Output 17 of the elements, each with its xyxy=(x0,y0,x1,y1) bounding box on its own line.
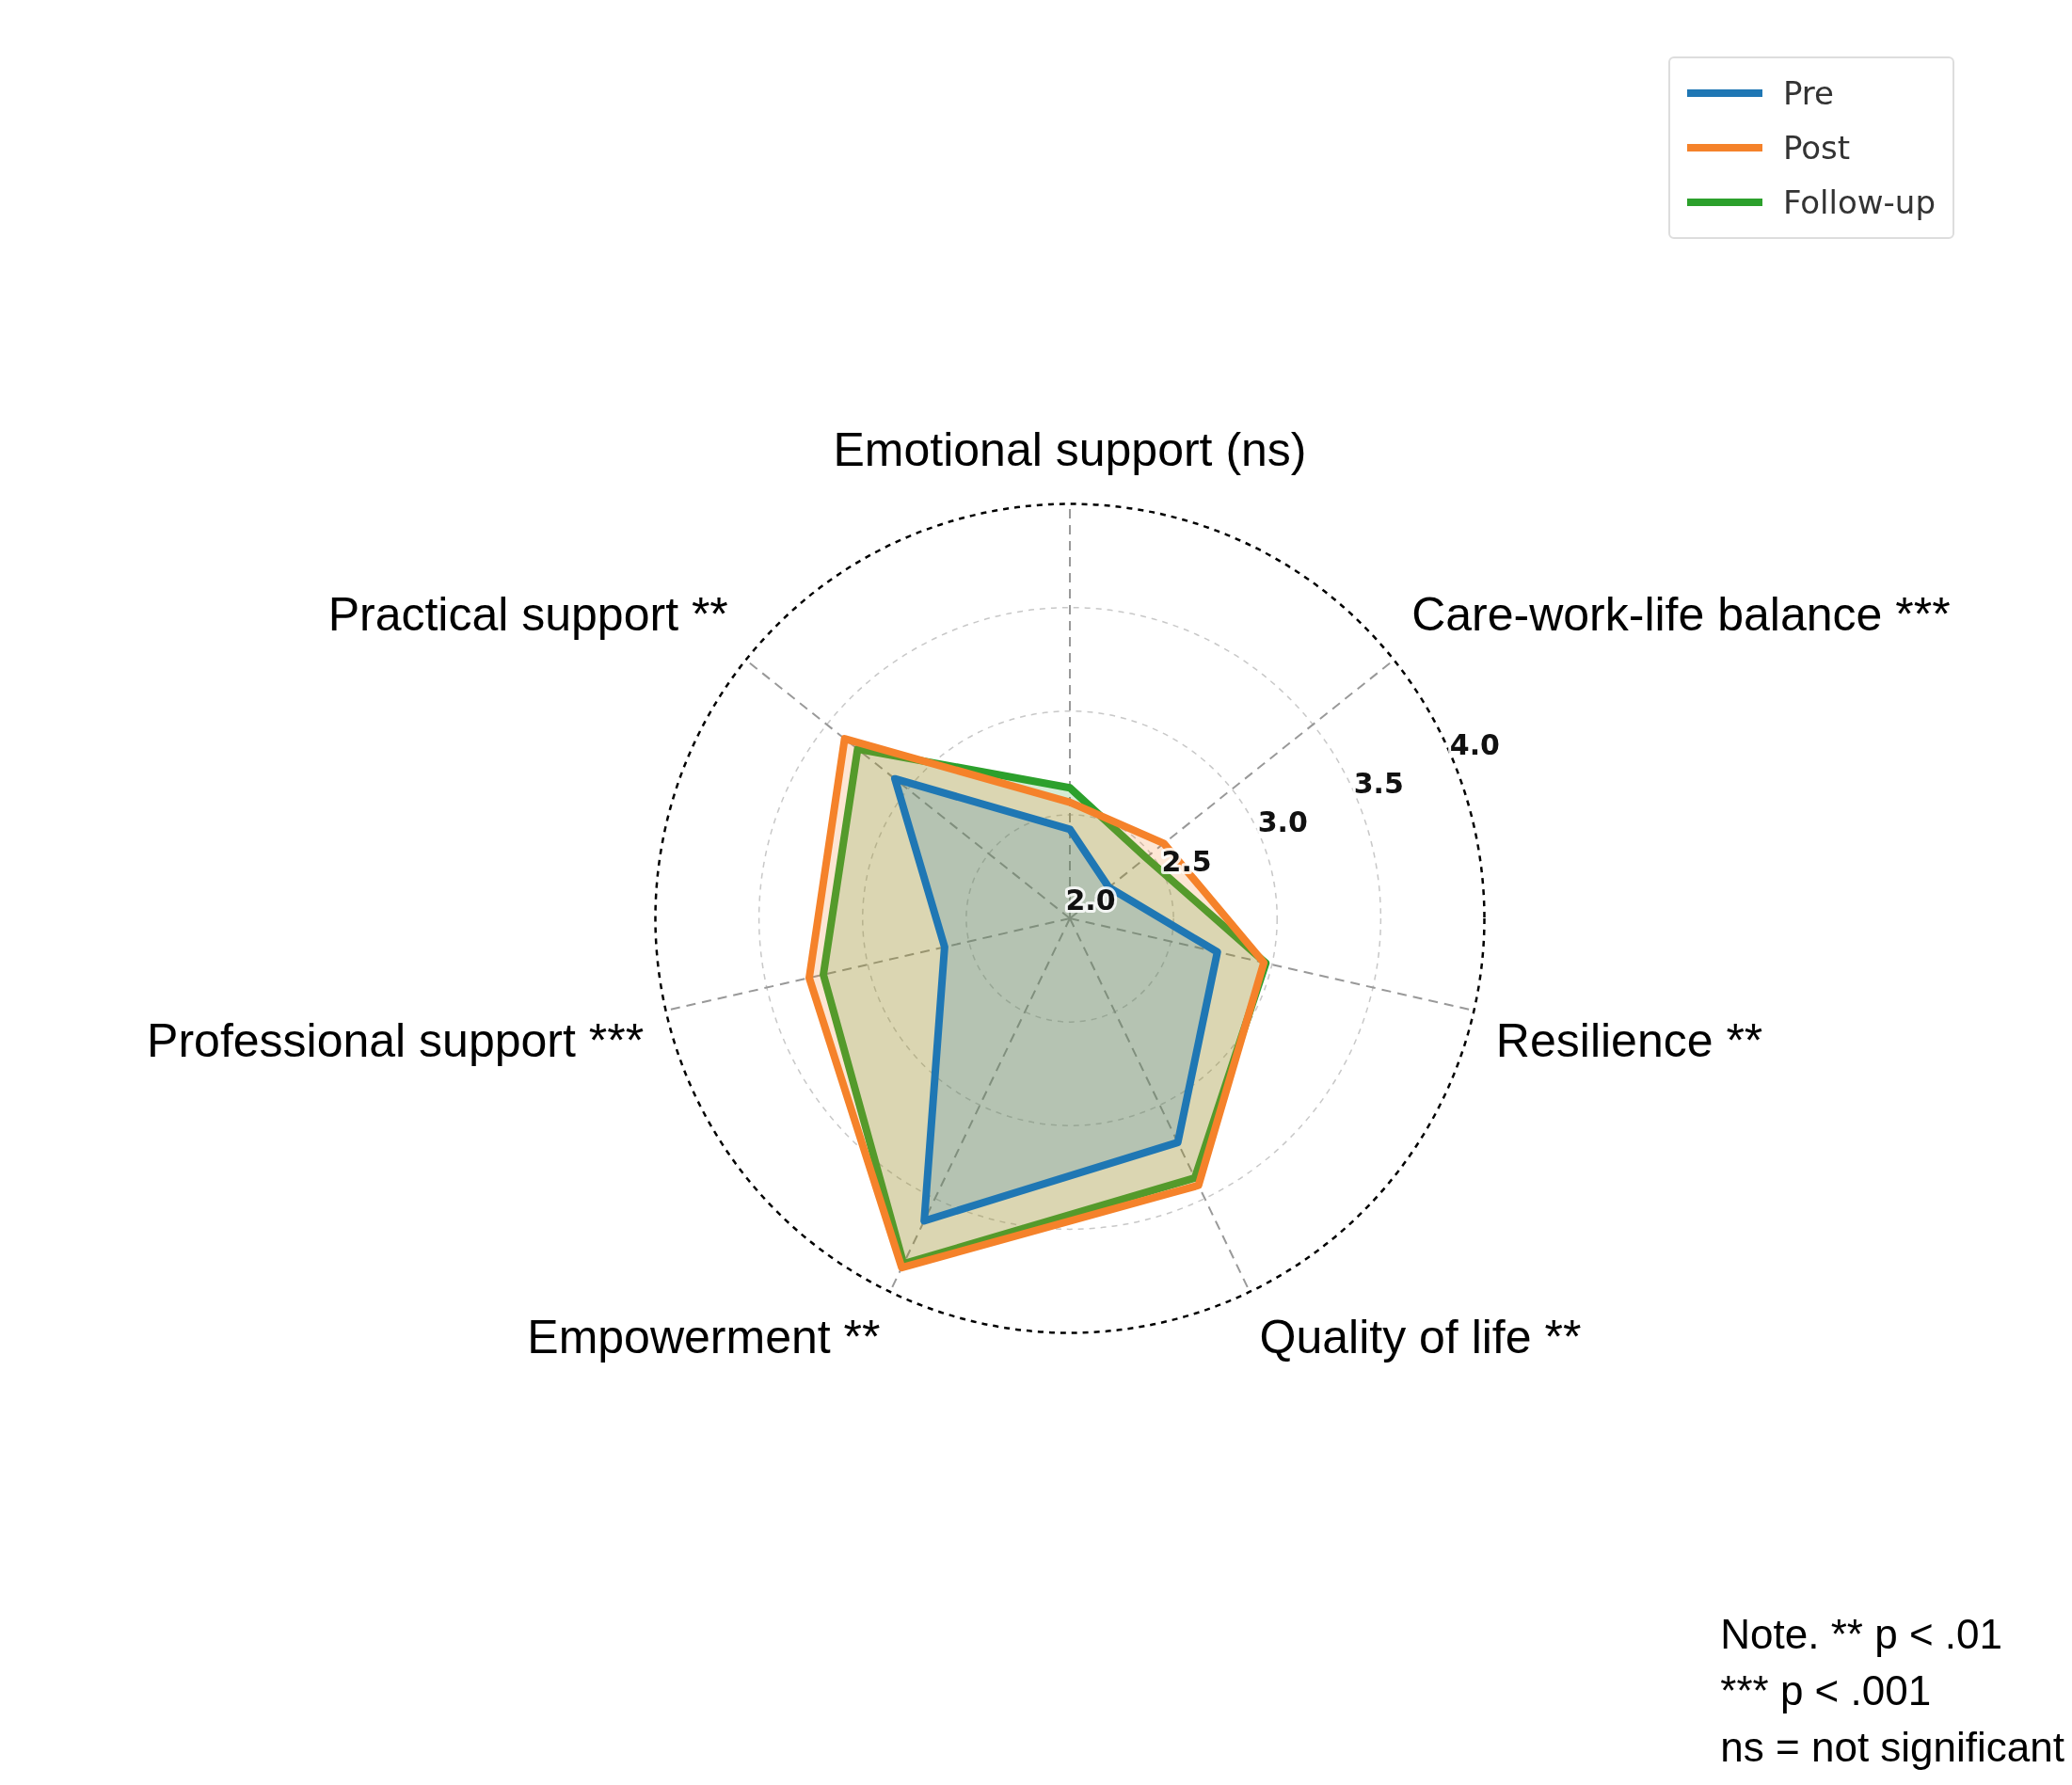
text: Note. ** p < .01 xyxy=(1720,1610,2003,1659)
text: ns = not significant xyxy=(1720,1723,2064,1772)
y-tick-label: 3.0 xyxy=(1257,805,1308,839)
spoke-label: Professional support *** xyxy=(147,1014,645,1068)
legend-label: Follow-up xyxy=(1782,183,1936,221)
spoke-label: Practical support ** xyxy=(327,588,728,642)
y-tick-label: 2.0 xyxy=(1065,883,1116,916)
spoke-label: Empowerment ** xyxy=(527,1311,881,1364)
legend-label: Pre xyxy=(1782,74,1834,112)
y-tick-label: 4.0 xyxy=(1449,727,1500,761)
text: *** p < .001 xyxy=(1720,1666,1933,1715)
spoke-label: Care-work-life balance *** xyxy=(1411,588,1951,642)
legend-label: Post xyxy=(1782,129,1851,167)
spoke-label: Resilience ** xyxy=(1495,1014,1763,1068)
y-tick-label: 3.5 xyxy=(1353,767,1404,801)
spoke-label: Quality of life ** xyxy=(1259,1311,1582,1364)
spoke-label: Emotional support (ns) xyxy=(833,423,1307,477)
